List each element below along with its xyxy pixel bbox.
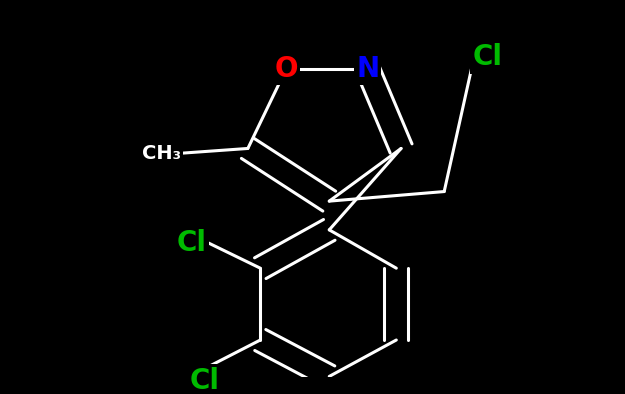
Text: O: O [274, 55, 298, 83]
Text: N: N [356, 55, 379, 83]
Text: CH₃: CH₃ [142, 144, 181, 163]
Text: Cl: Cl [176, 229, 206, 257]
Text: Cl: Cl [472, 43, 502, 71]
Text: Cl: Cl [189, 367, 219, 394]
